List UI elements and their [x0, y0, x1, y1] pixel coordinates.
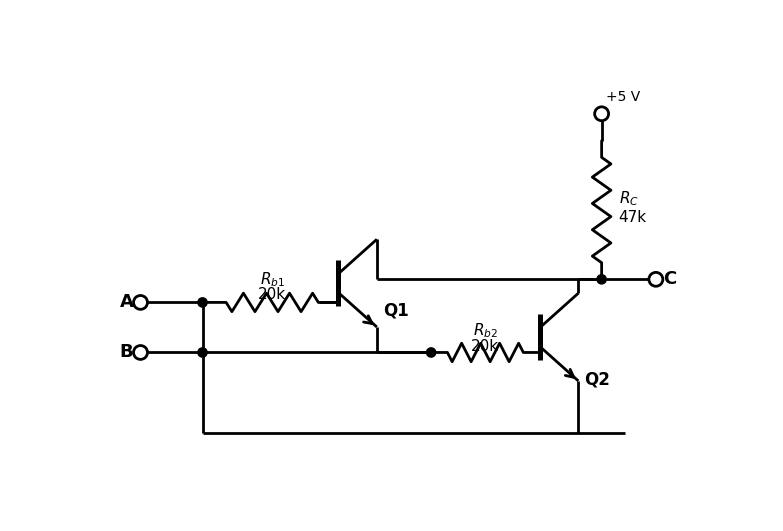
- Text: 20k: 20k: [471, 339, 500, 354]
- Text: 20k: 20k: [258, 287, 287, 302]
- Text: 47k: 47k: [619, 210, 647, 225]
- Text: A: A: [120, 294, 133, 311]
- Text: C: C: [663, 270, 677, 288]
- Text: +5 V: +5 V: [605, 90, 640, 104]
- Circle shape: [427, 348, 436, 357]
- Text: Q2: Q2: [585, 371, 611, 388]
- Text: $R_C$: $R_C$: [619, 189, 639, 208]
- Text: $R_{b1}$: $R_{b1}$: [260, 270, 285, 289]
- Circle shape: [198, 348, 207, 357]
- Circle shape: [198, 298, 207, 307]
- Text: $R_{b2}$: $R_{b2}$: [473, 322, 498, 340]
- Text: Q1: Q1: [383, 301, 409, 319]
- Circle shape: [597, 275, 606, 284]
- Text: B: B: [120, 344, 133, 362]
